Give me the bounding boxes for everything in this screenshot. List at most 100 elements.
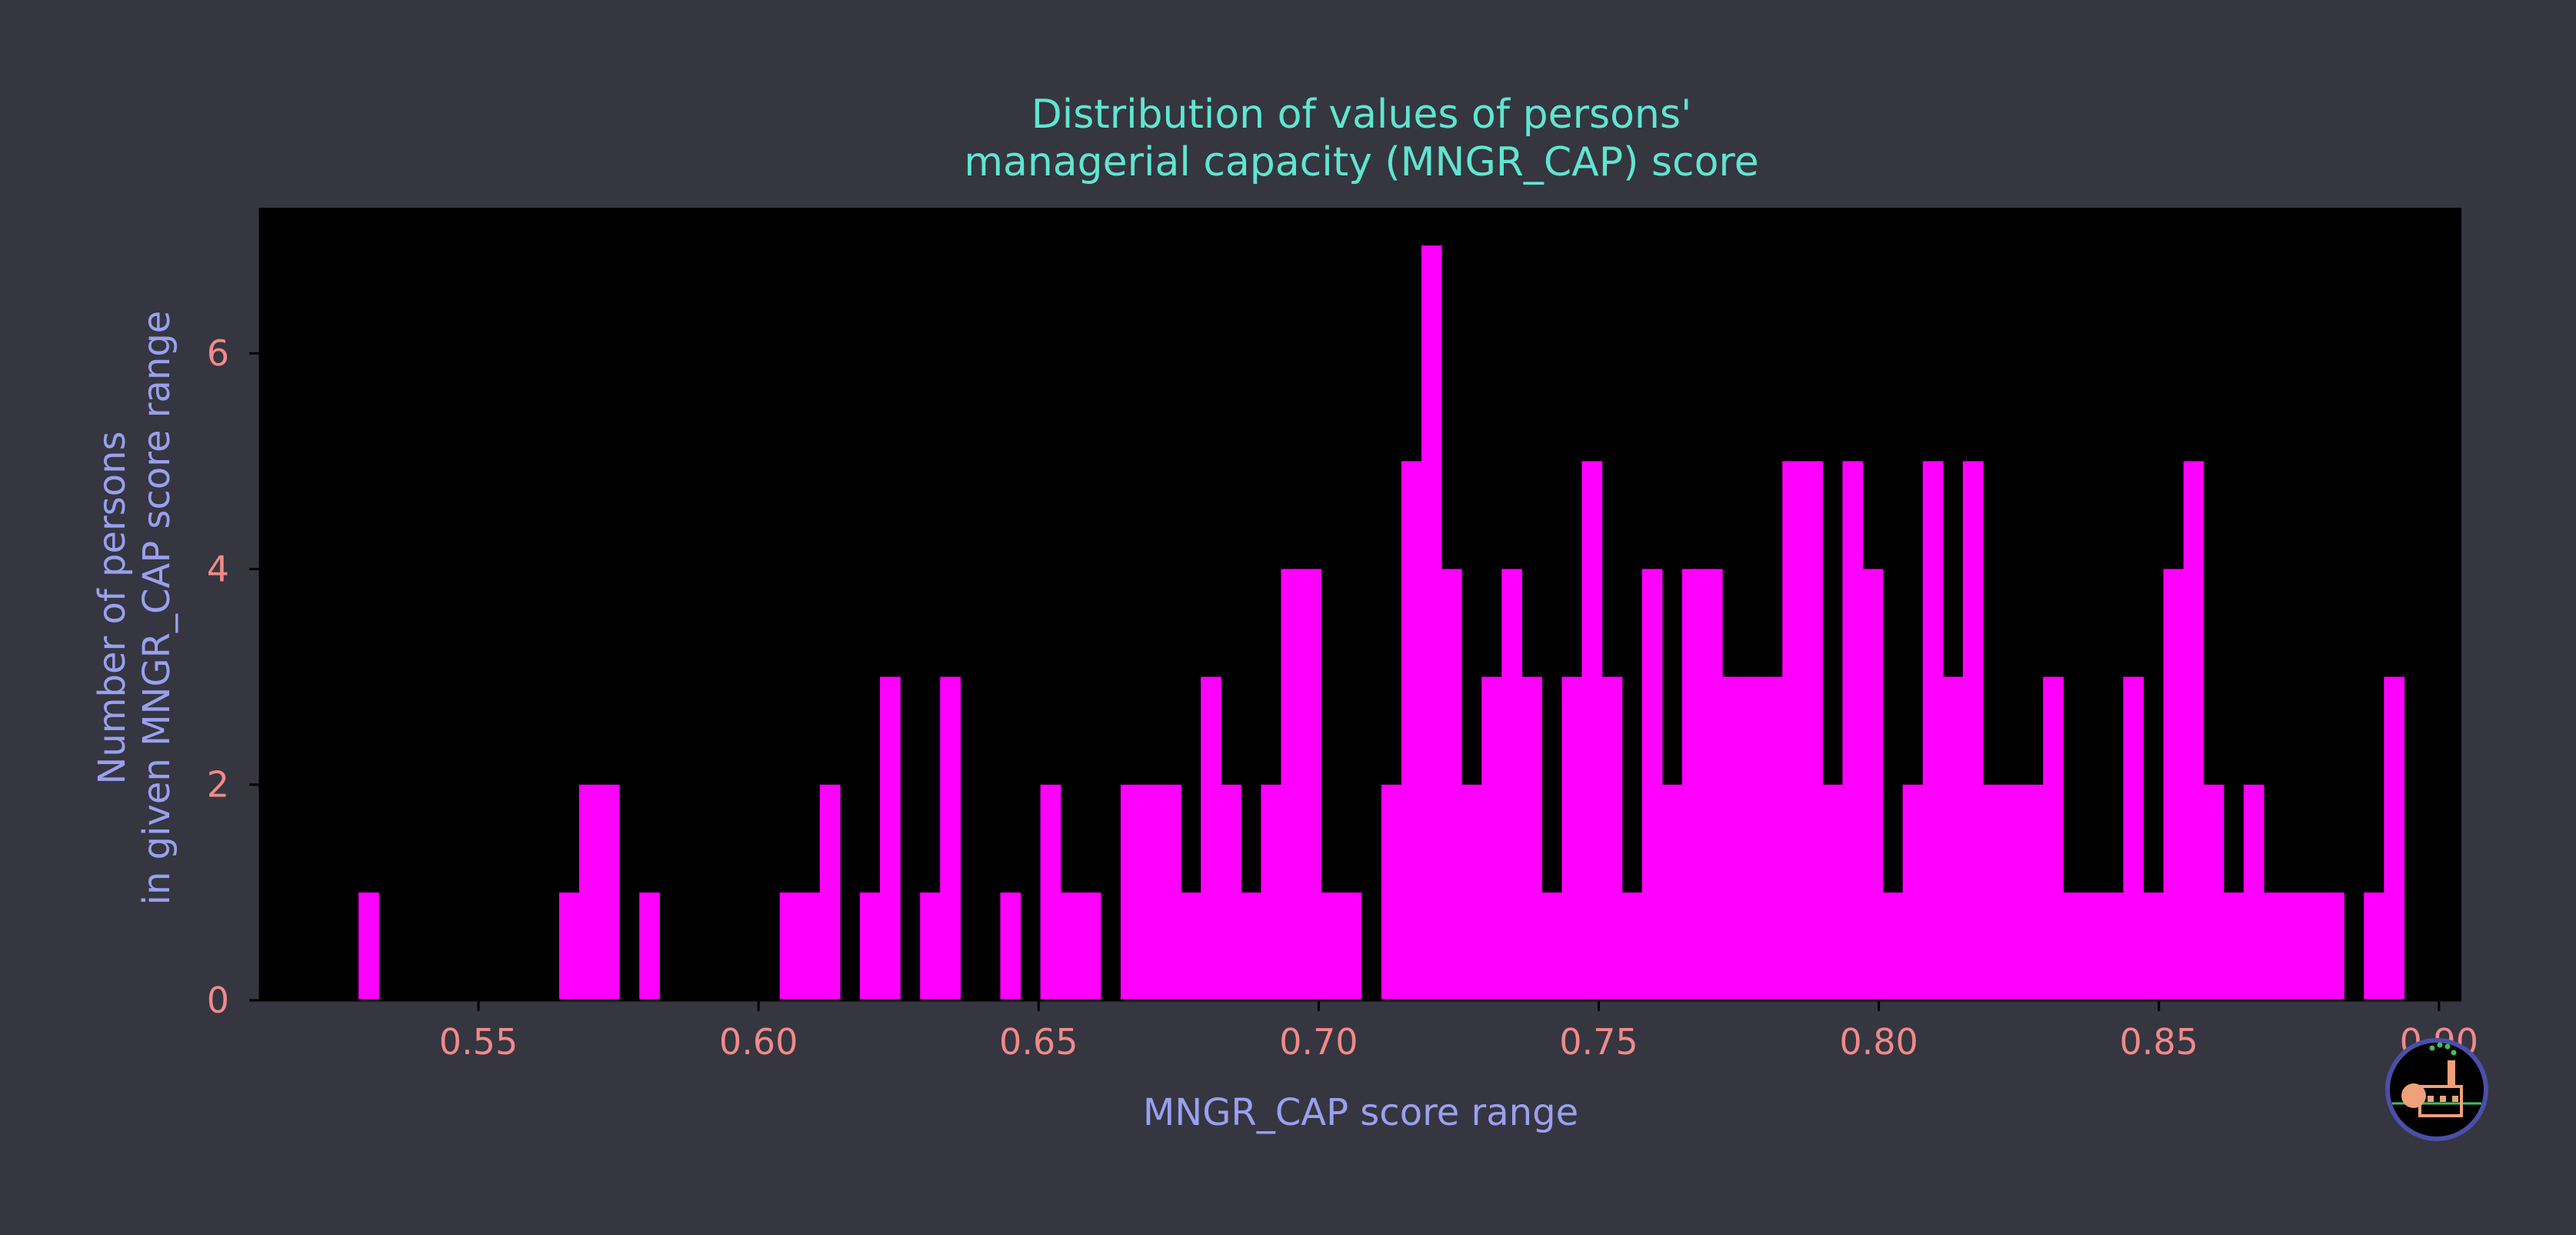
histogram-bar [1181,892,1201,1000]
chart-title-line: Distribution of values of persons' [1031,92,1691,138]
histogram-bar [2183,461,2204,1000]
x-tick-label: 0.80 [1839,1021,1918,1063]
histogram-bar [2023,784,2044,1000]
histogram-bar [1601,676,1623,1000]
x-axis-label: MNGR_CAP score range [1143,1091,1578,1134]
histogram-bar [1942,676,1964,1000]
x-tick-label: 0.85 [2120,1021,2198,1063]
histogram-bar [2223,892,2244,1000]
x-tick-label: 0.75 [1559,1021,1638,1063]
histogram-bar [2083,892,2104,1000]
logo-smoke [2451,1050,2457,1056]
chart-title-line: managerial capacity (MNGR_CAP) score [964,139,1758,185]
histogram-bar [578,784,600,1000]
histogram-bar [1461,784,1482,1000]
histogram-bar [1381,784,1402,1000]
histogram-bar [799,892,821,1000]
histogram-bar [1922,461,1944,1000]
histogram-bar [1681,569,1703,1000]
histogram-bar [1902,784,1924,1000]
factory-logo-icon [2385,1038,2488,1141]
histogram-bar [1281,569,1302,1000]
x-tick-label: 0.60 [719,1021,798,1063]
histogram-bar [1120,784,1141,1000]
histogram-bar [1140,784,1161,1000]
histogram-bar [1842,461,1864,1000]
histogram-bar [2284,892,2304,1000]
logo-window [2428,1096,2434,1102]
histogram-bar [1341,892,1362,1000]
y-tick-label: 6 [207,332,229,374]
histogram-bar [1621,892,1643,1000]
histogram-bar [1040,784,1061,1000]
histogram-bar [779,892,801,1000]
histogram-bar [2324,892,2344,1000]
histogram-bar [1561,676,1583,1000]
plot-area [260,208,2461,1000]
histogram-bar [1080,892,1101,1000]
histogram-bar [1782,461,1803,1000]
histogram-bar [1000,892,1021,1000]
logo-ring [2385,1038,2488,1141]
histogram-bar [1581,461,1603,1000]
histogram-bar [2304,892,2324,1000]
histogram-bar [2263,892,2284,1000]
histogram-bar [1501,569,1522,1000]
histogram-bar [1802,461,1823,1000]
histogram-bar [1241,892,1261,1000]
logo-smoke [2437,1042,2443,1048]
histogram-bar [2123,676,2144,1000]
histogram-bar [1060,892,1081,1000]
histogram-bar [880,676,901,1000]
chart-title: Distribution of values of persons' manage… [964,92,1758,185]
histogram-bar [859,892,881,1000]
histogram-bar [920,892,941,1000]
histogram-bar [2243,784,2264,1000]
histogram-bar [1441,569,1462,1000]
bars-group [358,245,2405,1000]
histogram-bar [358,892,379,1000]
histogram-bar [2003,784,2024,1000]
histogram-bar [558,892,580,1000]
y-tick-label: 0 [207,980,229,1021]
histogram-bar [1641,569,1663,1000]
histogram-bar [1201,676,1221,1000]
histogram-bar [1221,784,1241,1000]
histogram-bar [2063,892,2084,1000]
histogram-bar [2103,892,2124,1000]
histogram-bar [2043,676,2064,1000]
histogram-bar [2163,569,2184,1000]
histogram-bar [2203,784,2224,1000]
x-tick-label: 0.65 [999,1021,1078,1063]
histogram-bar [1722,676,1743,1000]
histogram-bar [599,784,620,1000]
y-tick-label: 4 [207,548,229,589]
histogram-bar [1962,461,1984,1000]
y-tick-label: 2 [207,764,229,806]
histogram-bar [639,892,660,1000]
logo-window [2440,1096,2446,1102]
histogram-bar [2364,892,2384,1000]
histogram-bar [1261,784,1282,1000]
histogram-bar [1742,676,1763,1000]
histogram-bar [1481,676,1502,1000]
logo-window [2452,1096,2458,1102]
histogram-bar [1421,245,1442,1000]
x-tick-label: 0.55 [439,1021,518,1063]
histogram-bar [1401,461,1422,1000]
logo-smoke [2429,1045,2435,1051]
histogram-bar [819,784,841,1000]
logo-tree [2401,1083,2426,1108]
histogram-bar [1701,569,1723,1000]
histogram-bar [940,676,961,1000]
histogram-bar [1822,784,1844,1000]
histogram-bar [1541,892,1563,1000]
histogram-bar [2384,676,2405,1000]
histogram-bar [1161,784,1181,1000]
x-tick-label: 0.70 [1279,1021,1358,1063]
histogram-bar [1882,892,1904,1000]
histogram-bar [1762,676,1783,1000]
histogram-bar [1982,784,2004,1000]
